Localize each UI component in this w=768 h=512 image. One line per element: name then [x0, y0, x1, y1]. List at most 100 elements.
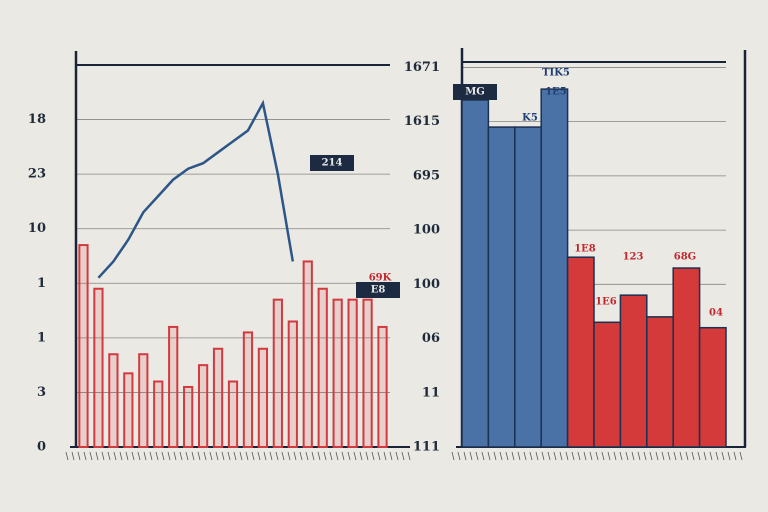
tick-squiggle [143, 451, 147, 461]
tick-squiggle [715, 451, 719, 461]
tick-squiggle [487, 451, 491, 461]
bar [317, 287, 328, 448]
bar [138, 353, 149, 449]
tick-squiggle [523, 451, 527, 461]
tick-squiggle [589, 451, 593, 461]
bar [78, 244, 89, 448]
tick-squiggle [691, 451, 695, 461]
annotation: E8 [371, 285, 386, 296]
tick-squiggle [365, 451, 369, 461]
tick-squiggle [125, 451, 129, 461]
tick-squiggle [203, 451, 207, 461]
tick-squiggle [251, 451, 255, 461]
tick-squiggle [685, 451, 689, 461]
tick-squiggle [299, 451, 303, 461]
annotation: 1E5 [545, 87, 567, 98]
tick-squiggle [661, 451, 665, 461]
y-tick-label: 1615 [404, 114, 440, 129]
tick-squiggle [275, 451, 279, 461]
tick-squiggle [119, 451, 123, 461]
bar [287, 320, 298, 448]
tick-squiggle [559, 451, 563, 461]
tick-squiggle [667, 451, 671, 461]
y-tick-label: 1 [37, 276, 46, 291]
tick-squiggle [341, 451, 345, 461]
y-tick-label: 1 [37, 330, 46, 345]
tick-squiggle [269, 451, 273, 461]
annotation: 69K [369, 273, 392, 284]
tick-squiggle [469, 451, 473, 461]
tick-squiggle [227, 451, 231, 461]
bar [123, 372, 134, 449]
tick-squiggle [233, 451, 237, 461]
bar [257, 347, 269, 448]
y-tick-label: 0 [37, 440, 46, 455]
tick-squiggle [383, 451, 387, 461]
bar [183, 385, 194, 449]
tick-squiggle [107, 451, 111, 461]
bar [698, 326, 727, 448]
tick-squiggle [595, 451, 599, 461]
y-tick-label: 23 [28, 167, 46, 182]
tick-squiggle [281, 451, 285, 461]
tick-squiggle [395, 451, 399, 461]
tick-squiggle [89, 451, 93, 461]
y-tick-label: 1671 [404, 60, 440, 75]
bar [108, 353, 119, 449]
bar [212, 347, 224, 448]
tick-squiggle [191, 451, 195, 461]
tick-squiggle [463, 451, 467, 461]
tick-squiggle [697, 451, 701, 461]
tick-squiggle [161, 451, 165, 461]
annotation: 214 [322, 158, 343, 169]
annotation: 123 [623, 252, 644, 263]
tick-squiggle [197, 451, 201, 461]
tick-squiggle [359, 451, 363, 461]
tick-squiggle [631, 451, 635, 461]
annotation: 68G [674, 252, 696, 263]
bar [646, 316, 674, 448]
tick-squiggle [371, 451, 375, 461]
tick-squiggle [625, 451, 629, 461]
annotation-box [356, 282, 400, 298]
tick-squiggle [577, 451, 581, 461]
y-tick-label: 111 [413, 440, 440, 455]
tick-squiggle [113, 451, 117, 461]
tick-squiggle [137, 451, 141, 461]
tick-squiggle [245, 451, 249, 461]
tick-squiggle [257, 451, 261, 461]
tick-squiggle [377, 451, 381, 461]
tick-squiggle [209, 451, 213, 461]
tick-squiggle [179, 451, 183, 461]
tick-squiggle [727, 451, 731, 461]
tick-squiggle [733, 451, 737, 461]
bar [302, 260, 313, 449]
bar [362, 298, 373, 448]
tick-squiggle [185, 451, 189, 461]
bar [514, 126, 542, 448]
bar [593, 321, 622, 448]
tick-squiggle [335, 451, 339, 461]
tick-squiggle [71, 451, 75, 461]
bar [461, 99, 490, 448]
annotation: 1E8 [574, 244, 596, 255]
tick-squiggle [221, 451, 225, 461]
bar [272, 298, 283, 448]
tick-squiggle [535, 451, 539, 461]
tick-squiggle [481, 451, 485, 461]
tick-squiggle [401, 451, 405, 461]
tick-squiggle [493, 451, 497, 461]
bar [672, 267, 701, 448]
tick-squiggle [541, 451, 545, 461]
tick-squiggle [637, 451, 641, 461]
bar [242, 331, 254, 448]
tick-squiggle [451, 451, 455, 461]
annotation: K5 [522, 113, 538, 124]
tick-squiggle [149, 451, 153, 461]
bar [566, 256, 595, 448]
y-tick-label: 06 [422, 331, 440, 346]
y-tick-label: 18 [28, 112, 46, 127]
tick-squiggle [655, 451, 659, 461]
tick-squiggle [649, 451, 653, 461]
bar [332, 298, 343, 448]
